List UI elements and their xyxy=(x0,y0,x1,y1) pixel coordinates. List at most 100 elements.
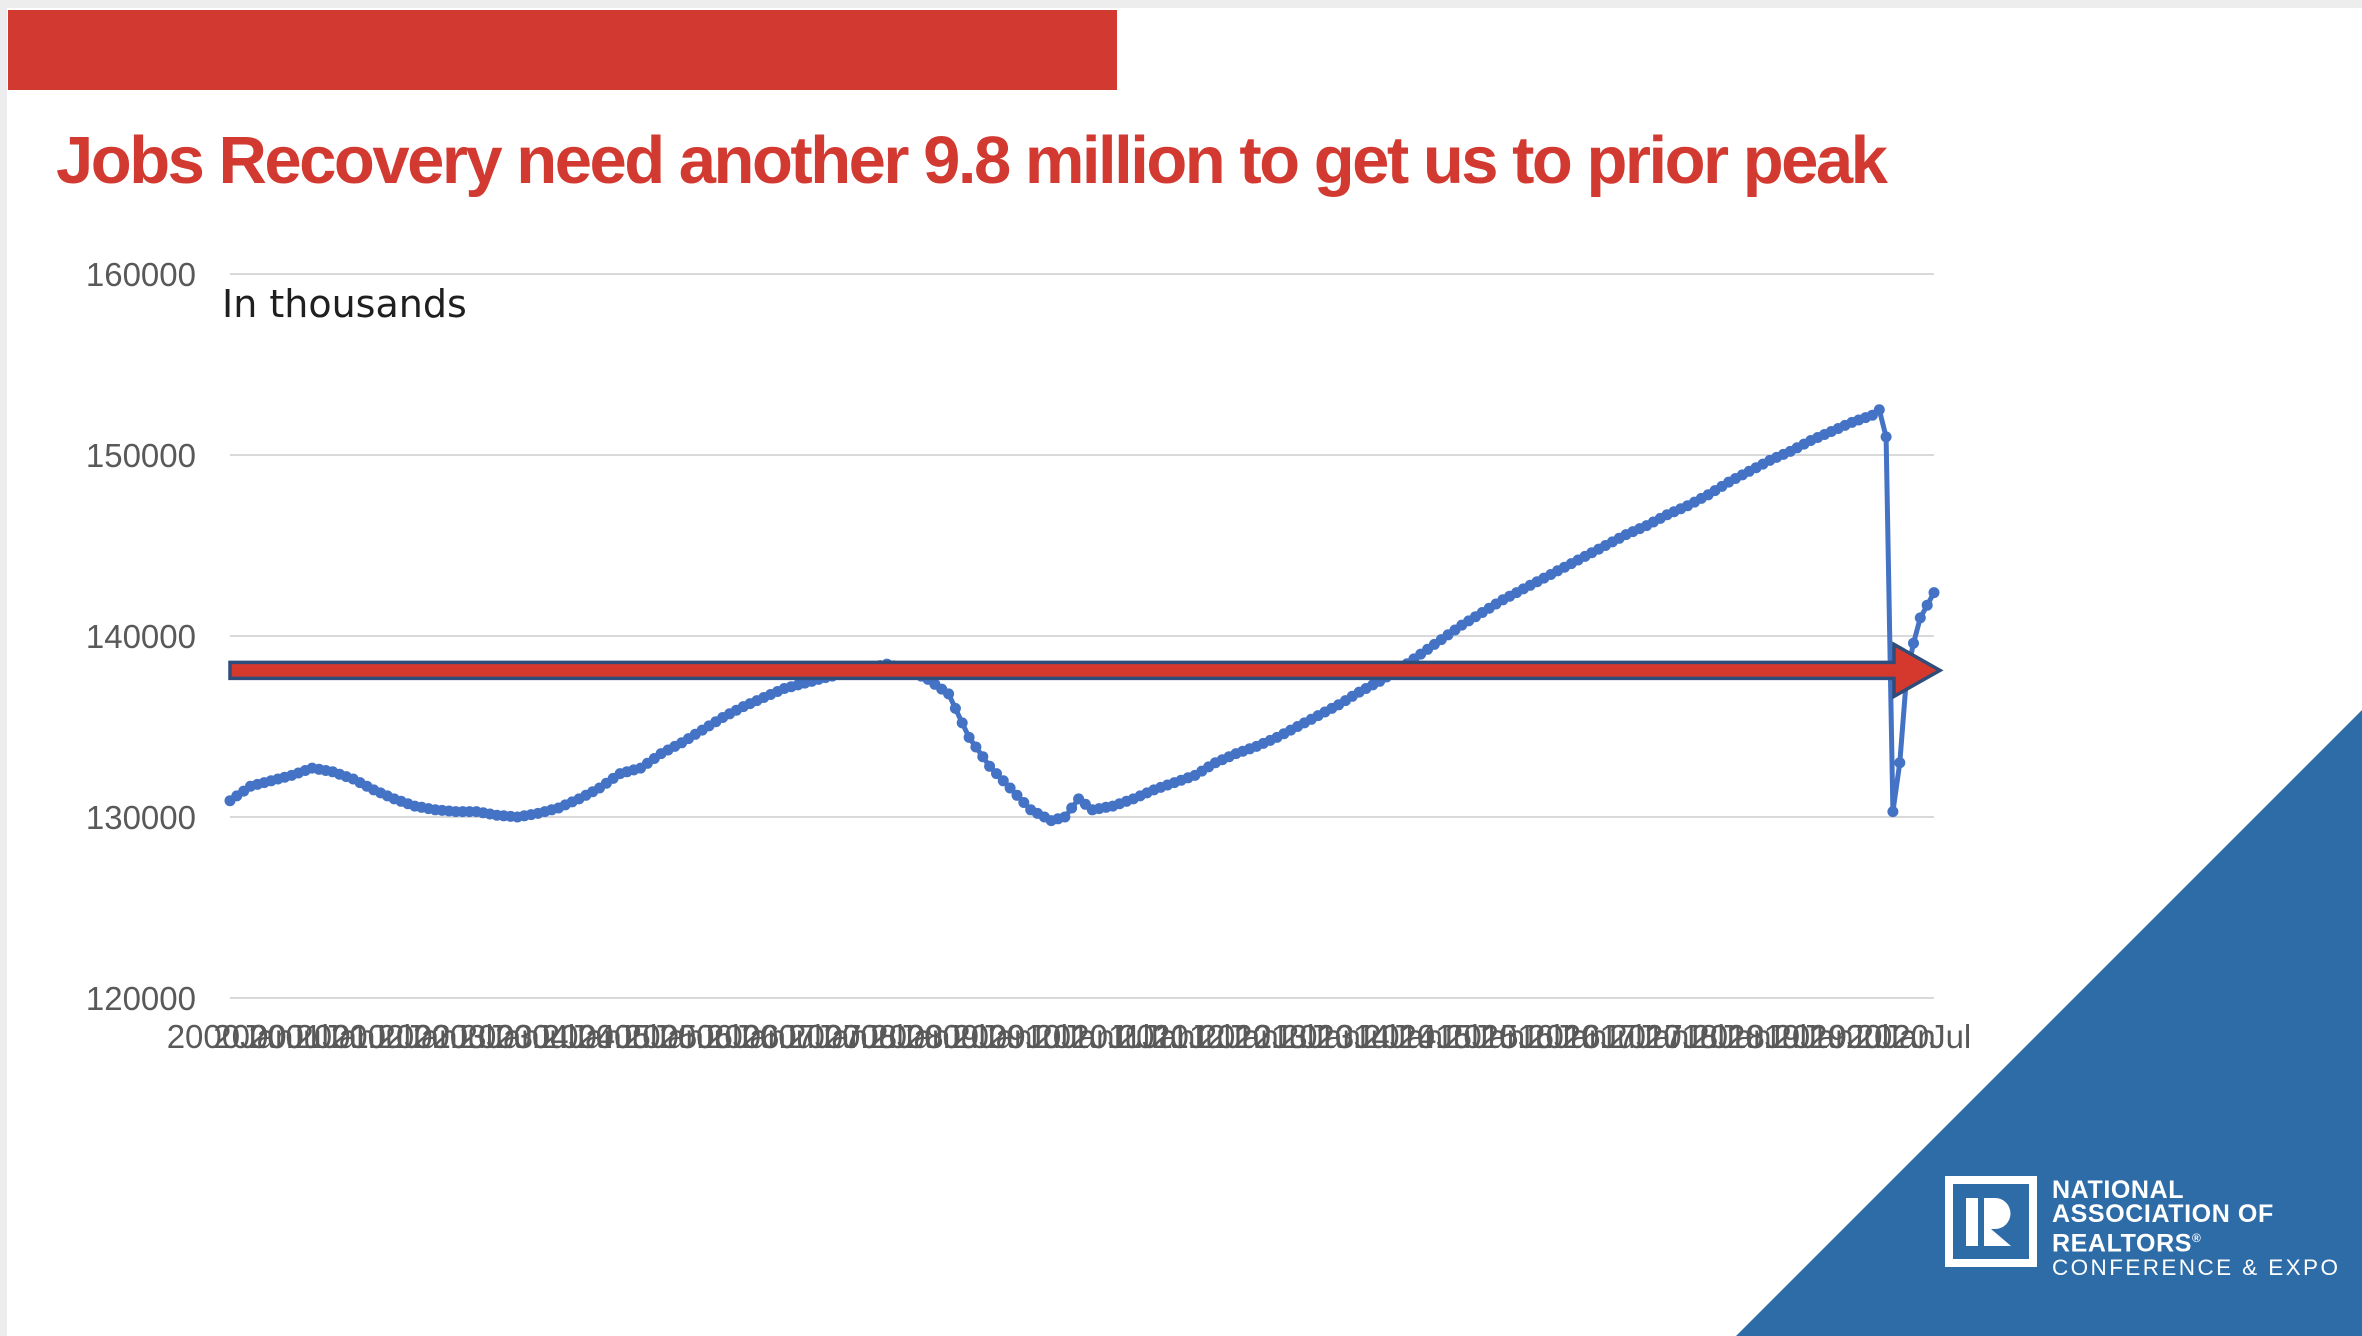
x-tick-label: 2020Jan xyxy=(1809,1018,1936,1055)
series-point xyxy=(320,765,332,776)
series-point xyxy=(1196,765,1208,777)
series-point xyxy=(1483,602,1495,614)
series-point xyxy=(1620,529,1632,541)
series-point xyxy=(915,670,927,682)
x-tick-label: 2019Jul xyxy=(1774,1018,1890,1055)
series-point xyxy=(888,660,900,672)
series-point xyxy=(1470,611,1481,623)
series-point xyxy=(1367,679,1379,691)
series-point xyxy=(306,762,318,774)
series-point xyxy=(744,698,756,710)
series-point xyxy=(1750,462,1762,474)
series-point xyxy=(867,661,879,673)
series-point xyxy=(1045,815,1057,827)
series-point xyxy=(1860,412,1872,424)
series-point xyxy=(1887,806,1899,818)
series-point xyxy=(737,701,749,713)
series-point xyxy=(1880,431,1892,443)
series-point xyxy=(1524,579,1536,591)
series-point xyxy=(1073,793,1085,805)
series-point xyxy=(327,766,339,778)
series-point xyxy=(1743,465,1755,477)
series-point xyxy=(1408,653,1420,665)
y-tick-label: 140000 xyxy=(86,618,196,655)
series-point xyxy=(813,673,824,685)
series-point xyxy=(594,782,605,794)
series-point xyxy=(1839,419,1851,431)
series-point xyxy=(963,731,975,743)
series-point xyxy=(361,780,373,792)
x-tick-label: 2006Jul xyxy=(706,1018,822,1055)
x-tick-label: 2001Jul xyxy=(295,1018,411,1055)
x-tick-label: 2010Jul xyxy=(1034,1018,1150,1055)
series-point xyxy=(1134,790,1146,802)
series-point xyxy=(792,679,804,691)
screen-edge-left xyxy=(0,0,7,1336)
series-point xyxy=(1805,435,1817,446)
series-point xyxy=(1914,612,1926,624)
series-point xyxy=(1107,800,1119,812)
series-point xyxy=(224,795,236,807)
series-point xyxy=(1312,710,1324,722)
series-point xyxy=(1278,728,1290,740)
series-point xyxy=(1661,509,1673,521)
series-point xyxy=(1647,516,1659,528)
series-point xyxy=(833,669,845,681)
series-point xyxy=(1394,663,1406,675)
series-point xyxy=(1901,670,1913,682)
series-point xyxy=(607,772,619,784)
series-point xyxy=(1223,751,1235,763)
series-point xyxy=(1353,686,1365,698)
x-tick-label: 2012Jan xyxy=(1152,1018,1279,1055)
x-tick-label: 2014Jul xyxy=(1363,1018,1479,1055)
series-point xyxy=(1559,561,1570,573)
series-point xyxy=(710,716,722,728)
series-point xyxy=(1723,476,1735,488)
series-point xyxy=(1004,782,1016,794)
x-tick-label: 2012Jul xyxy=(1199,1018,1315,1055)
series-point xyxy=(511,811,523,823)
series-point xyxy=(484,808,496,820)
series-point xyxy=(1189,769,1201,781)
series-point xyxy=(1066,802,1078,814)
series-point xyxy=(1812,432,1824,443)
x-tick-label: 2006Jan xyxy=(659,1018,786,1055)
series-point xyxy=(1668,506,1680,518)
nar-line-national: NATIONAL xyxy=(2052,1176,2185,1204)
series-point xyxy=(717,712,729,723)
series-point xyxy=(1497,594,1509,606)
series-point xyxy=(1784,445,1796,457)
series-point xyxy=(245,780,256,792)
series-point xyxy=(1819,429,1830,440)
series-point xyxy=(1018,797,1030,808)
series-point xyxy=(724,708,736,720)
series-point xyxy=(1298,717,1310,729)
chart-units-label: In thousands xyxy=(222,282,467,326)
series-point xyxy=(908,667,920,679)
series-point xyxy=(765,689,777,700)
series-point xyxy=(1141,787,1153,799)
series-point xyxy=(368,784,380,796)
series-point xyxy=(505,810,517,822)
series-point xyxy=(1244,743,1256,755)
x-tick-label: 2018Jul xyxy=(1691,1018,1807,1055)
series-point xyxy=(1209,757,1221,769)
series-point xyxy=(1011,789,1023,801)
series-point xyxy=(1162,779,1173,791)
series-point xyxy=(1600,540,1611,551)
series-point xyxy=(1340,695,1351,707)
x-tick-label: 2011Jan xyxy=(1071,1018,1195,1055)
series-point xyxy=(1832,423,1844,434)
series-point xyxy=(1517,583,1529,595)
series-point xyxy=(1572,554,1584,566)
series-point xyxy=(970,741,982,753)
series-point xyxy=(1709,485,1721,497)
series-point xyxy=(977,751,989,763)
x-tick-label: 2017Jul xyxy=(1609,1018,1725,1055)
x-tick-label: 2005Jan xyxy=(577,1018,704,1055)
series-point xyxy=(1387,667,1399,679)
series-point xyxy=(292,767,304,779)
title-banner xyxy=(8,10,1117,90)
